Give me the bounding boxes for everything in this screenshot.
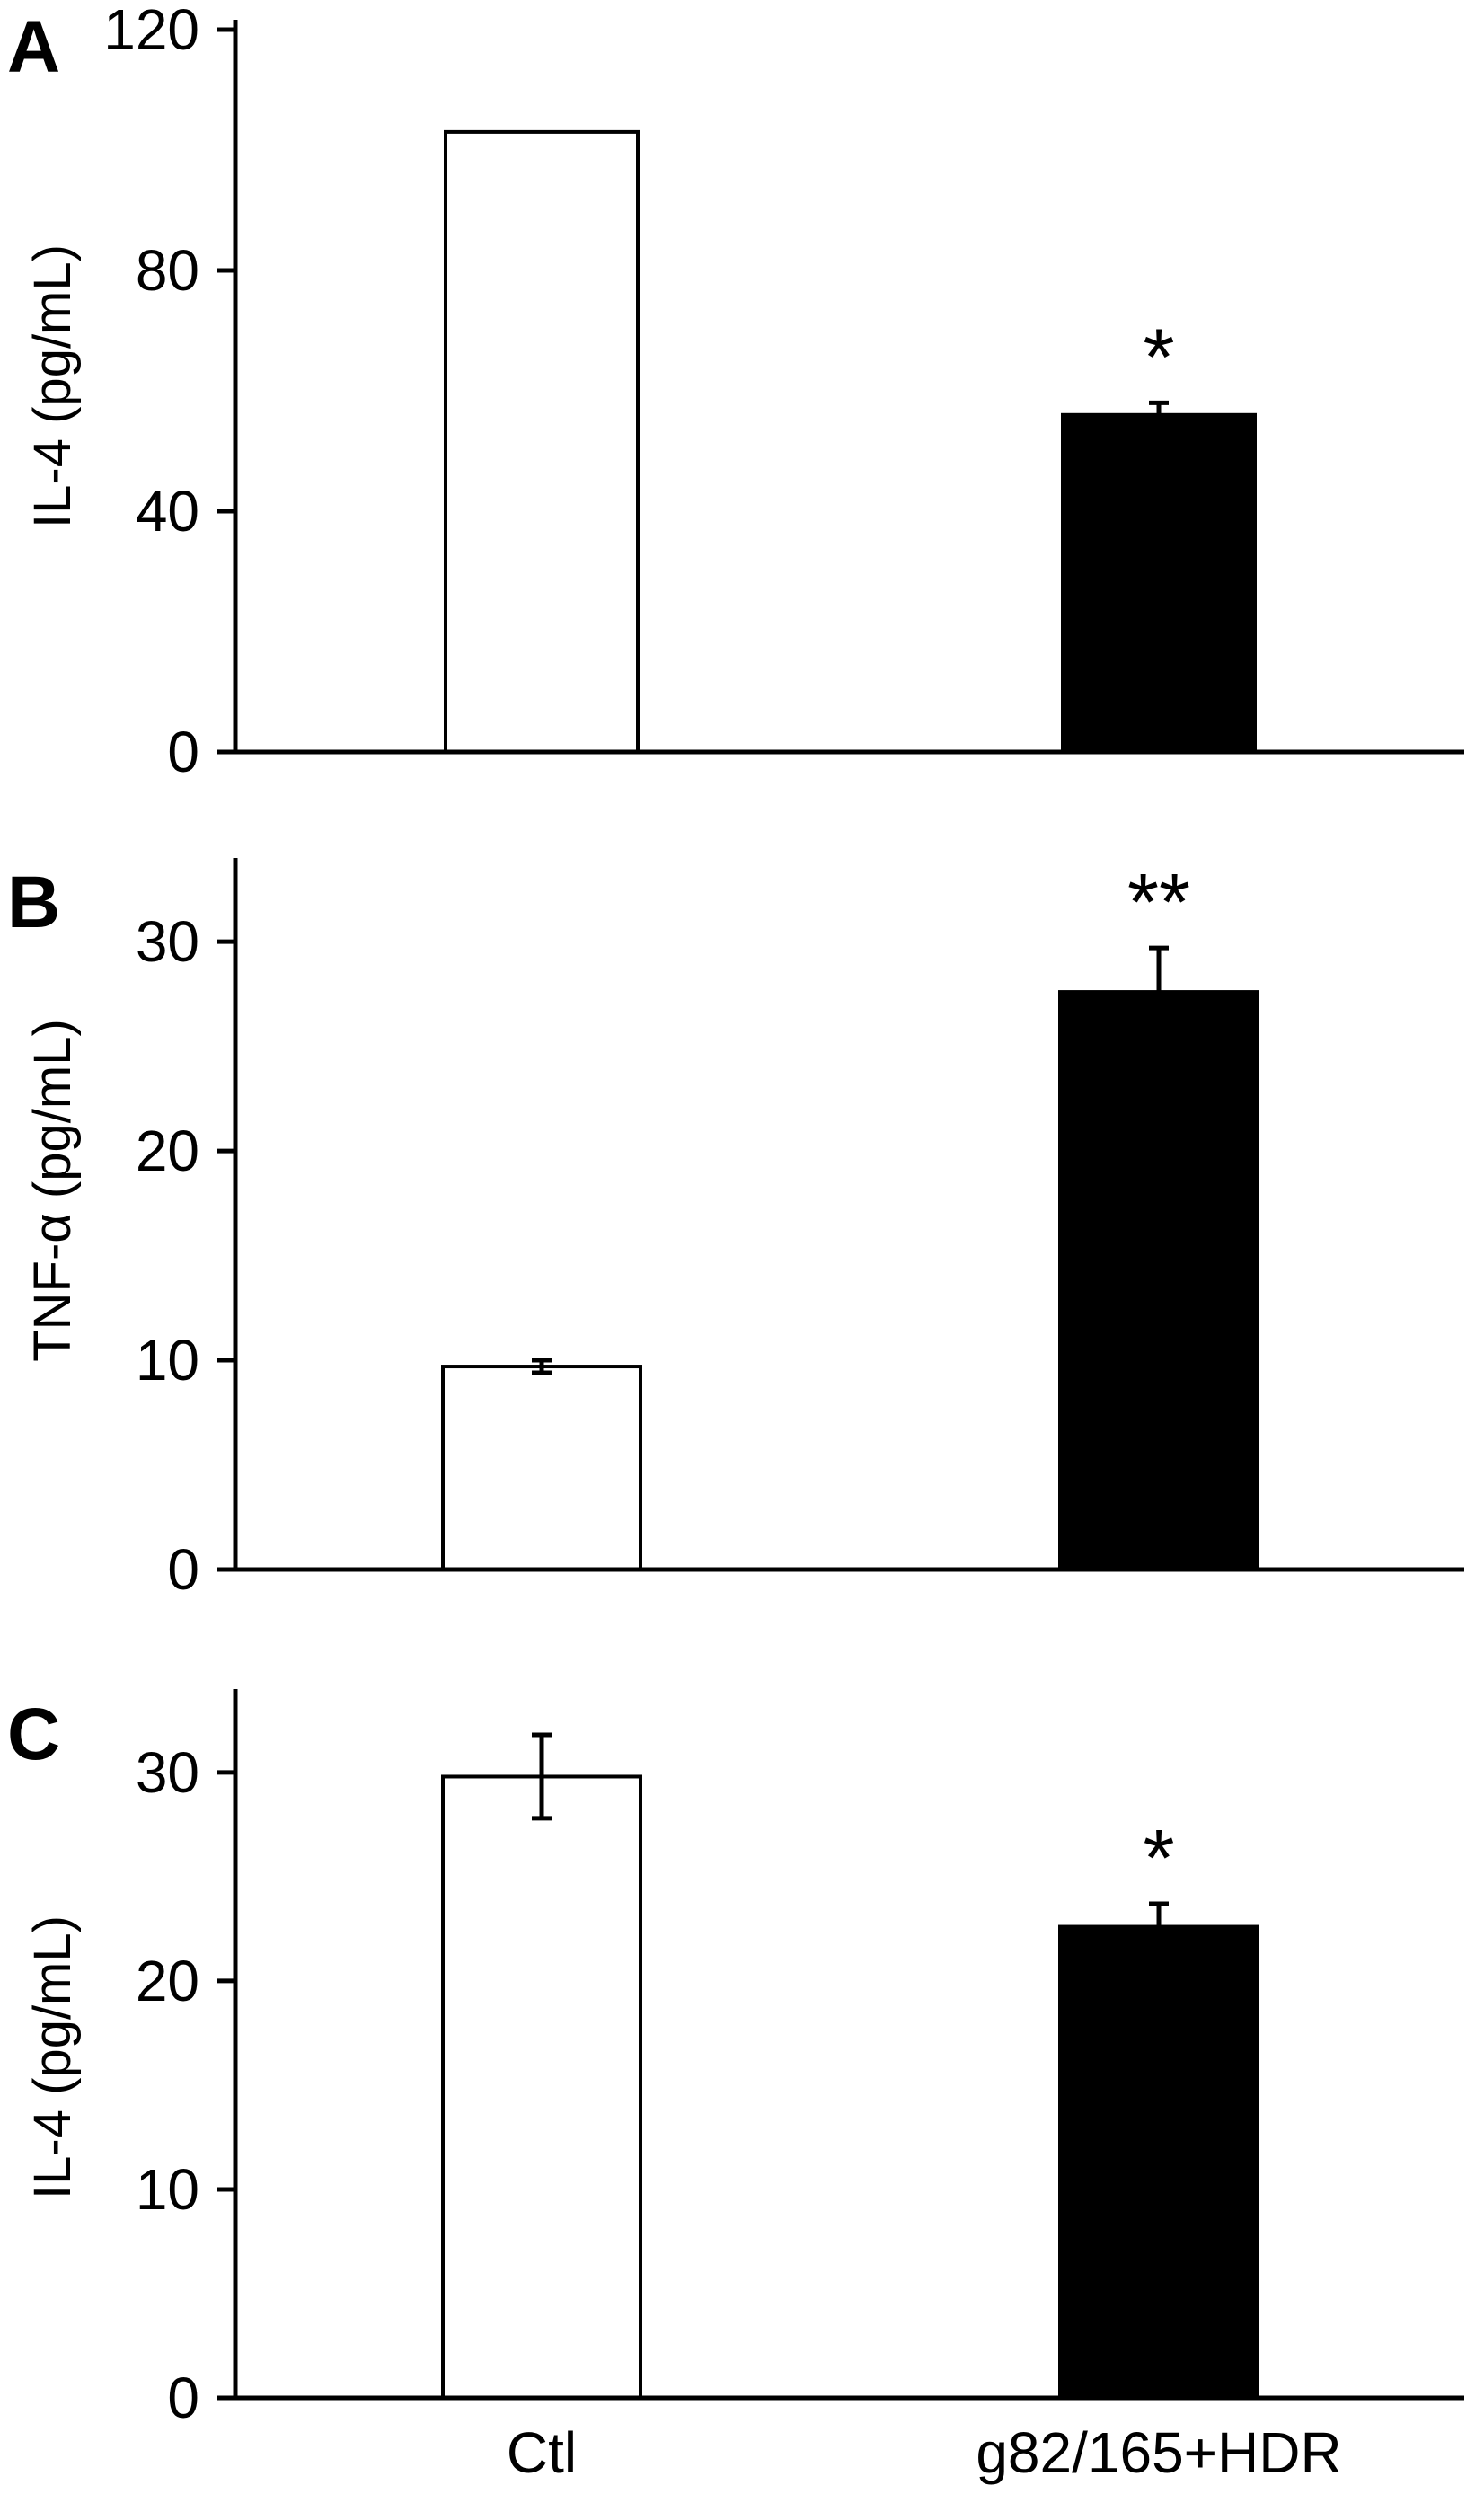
bar-ctl <box>441 1774 642 2400</box>
x-category-label: Ctl <box>507 2420 577 2485</box>
y-tick-label: 30 <box>136 909 199 974</box>
bar-treatment <box>1061 412 1257 754</box>
y-tick-label: 40 <box>136 479 199 544</box>
panel-letter: B <box>7 862 60 943</box>
y-tick-label: 120 <box>103 0 199 62</box>
bar-treatment <box>1058 1924 1259 2401</box>
y-axis-title: TNF-α (pg/mL) <box>23 1019 82 1362</box>
y-tick-label: 20 <box>136 1949 199 2013</box>
y-tick-label: 80 <box>136 238 199 303</box>
panel-letter: C <box>7 1694 60 1775</box>
x-category-label: g82/165+HDR <box>976 2420 1341 2485</box>
y-tick-label: 30 <box>136 1740 199 1805</box>
y-tick-label: 0 <box>167 2366 199 2430</box>
y-tick-label: 10 <box>136 1328 199 1393</box>
y-axis-title: IL-4 (pg/mL) <box>23 244 82 528</box>
y-tick-label: 10 <box>136 2157 199 2222</box>
chart-panel-b: B TNF-α (pg/mL) ** 0 10 20 30 <box>7 858 1464 1602</box>
y-axis-title: IL-4 (pg/mL) <box>23 1915 82 2199</box>
bar-ctl <box>441 1365 642 1572</box>
chart-panel-a: A IL-4 (pg/mL) * 0 40 80 120 <box>7 0 1464 784</box>
significance-marker: * <box>1143 1814 1174 1904</box>
panel-letter: A <box>7 6 60 88</box>
y-tick-label: 0 <box>167 720 199 784</box>
y-tick-label: 20 <box>136 1119 199 1183</box>
significance-marker: * <box>1143 313 1174 402</box>
bar-ctl <box>444 129 640 754</box>
significance-marker: ** <box>1127 858 1190 948</box>
bar-treatment <box>1058 990 1259 1572</box>
chart-panel-c: C IL-4 (pg/mL) * 0 10 20 30 Ctl g82/165+HDR <box>7 1689 1464 2485</box>
y-tick-label: 0 <box>167 1537 199 1602</box>
